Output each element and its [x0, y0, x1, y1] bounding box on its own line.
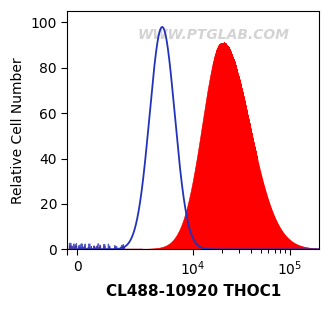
Text: WWW.PTGLAB.COM: WWW.PTGLAB.COM — [137, 28, 289, 42]
X-axis label: CL488-10920 THOC1: CL488-10920 THOC1 — [106, 284, 281, 299]
Y-axis label: Relative Cell Number: Relative Cell Number — [11, 57, 25, 204]
